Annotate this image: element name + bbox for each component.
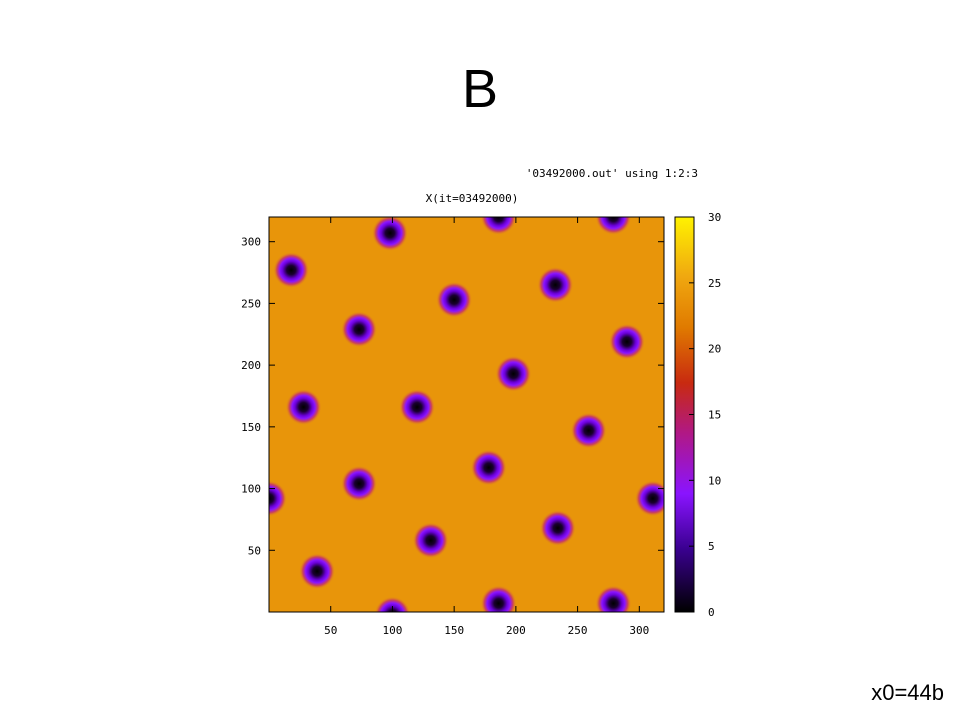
colorbar-tick-label-5: 25 [708,277,721,290]
plot-frame [268,216,665,613]
x-axis: 50 100 150 200 250 300 [324,217,649,637]
y-tick-label-2: 150 [241,421,261,434]
colorbar-tick-label-0: 0 [708,606,715,619]
y-tick-label-1: 100 [241,483,261,496]
spot-14 [539,510,576,547]
spot-0 [371,217,408,252]
y-tick-label-4: 250 [241,297,261,310]
key-label: '03492000.out' using 1:2:3 [526,167,698,180]
x-tick-label-4: 250 [568,624,588,637]
spot-1 [273,252,310,289]
plot-background [269,217,664,612]
spot-15 [412,522,449,559]
x-tick-label-5: 300 [629,624,649,637]
chart-title: X(it=03492000) [426,192,519,205]
spot-8 [399,389,436,426]
colorbar-axis: 0 5 10 15 20 25 30 [689,211,721,619]
spot-4 [341,311,378,348]
spot-9 [570,412,607,449]
y-tick-label-0: 50 [248,544,261,557]
spot-11 [341,465,378,502]
spot-13 [269,480,287,517]
colorbar-tick-label-3: 15 [708,409,721,422]
spot-18 [595,585,632,612]
spot-19 [480,217,517,235]
colorbar-tick-label-1: 5 [708,540,715,553]
x-tick-label-3: 200 [506,624,526,637]
y-tick-label-5: 300 [241,236,261,249]
x-tick-label-2: 150 [444,624,464,637]
colorbar-tick-label-2: 10 [708,474,721,487]
slide-title: B [461,59,499,119]
spot-10 [470,449,507,486]
spot-7 [285,389,322,426]
spot-12 [634,480,664,517]
y-axis: 50 100 150 200 250 300 [241,236,664,557]
spot-21 [374,596,411,612]
colorbar-tick-label-6: 30 [708,211,721,224]
y-tick-label-3: 200 [241,359,261,372]
footer-note: x0=44b [871,680,944,705]
spots-layer [269,217,664,612]
spot-17 [480,585,517,612]
x-tick-label-0: 50 [324,624,337,637]
spot-2 [436,281,473,318]
spot-6 [495,355,532,392]
colorbar-tick-label-4: 20 [708,343,721,356]
spot-3 [537,266,574,303]
spot-5 [608,323,645,360]
spot-20 [595,217,632,235]
x-tick-label-1: 100 [383,624,403,637]
spot-16 [299,553,336,590]
